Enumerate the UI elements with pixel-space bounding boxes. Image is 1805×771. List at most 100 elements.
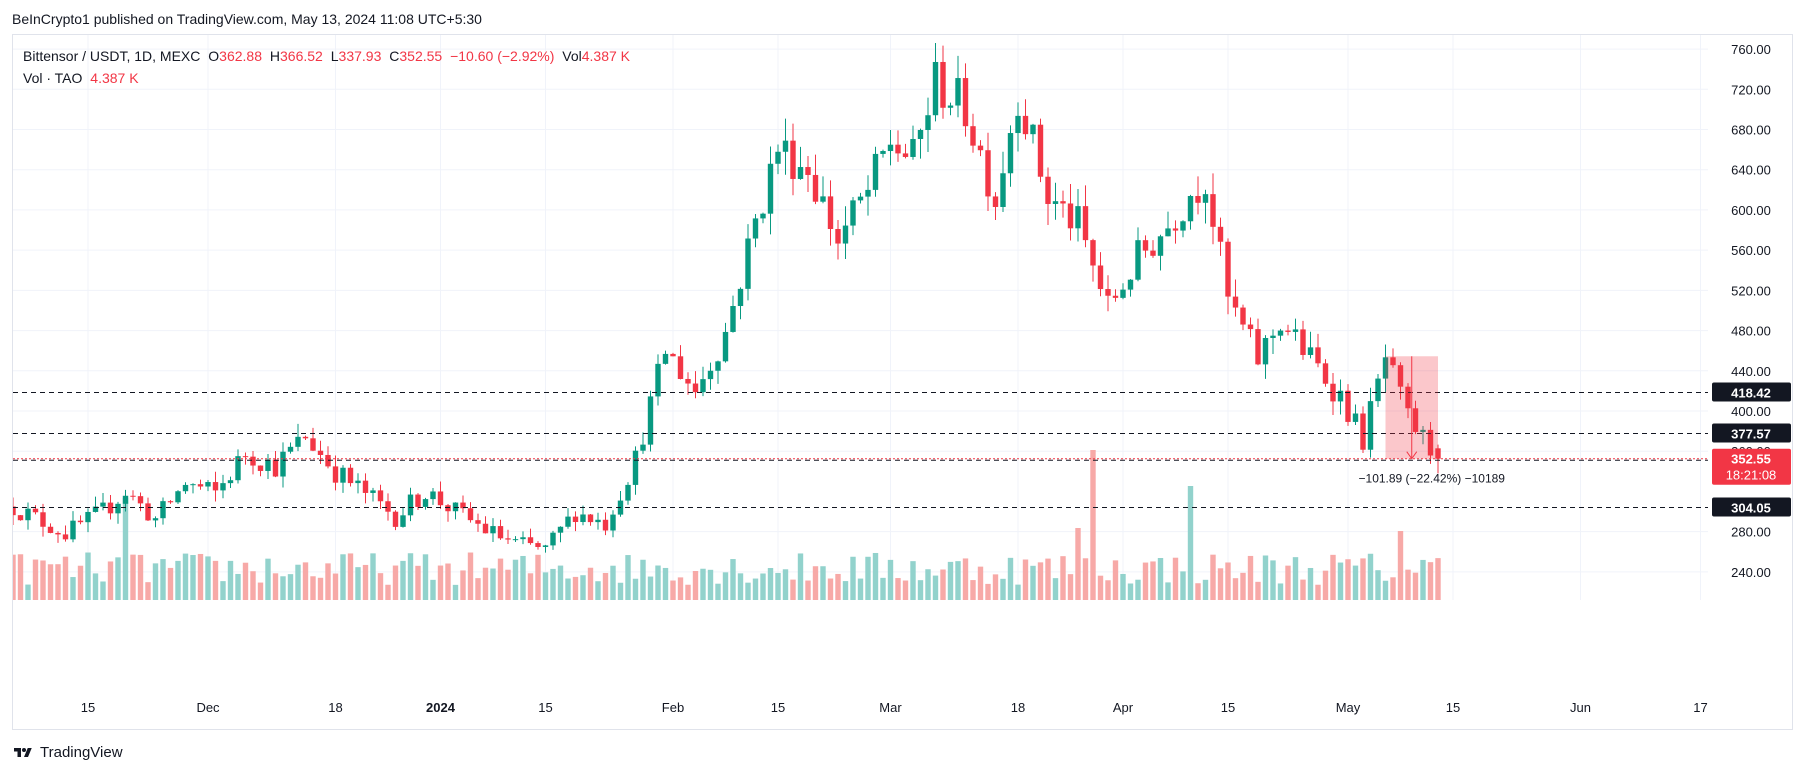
volume-bar	[1412, 572, 1419, 600]
volume-bar	[280, 576, 286, 600]
candle-body	[40, 512, 46, 527]
candle-body	[1240, 307, 1246, 325]
volume-bar	[1435, 558, 1441, 600]
candle-body	[805, 167, 811, 175]
candle-body	[122, 495, 129, 504]
publisher-line: BeInCrypto1 published on TradingView.com…	[12, 11, 482, 27]
y-tick-label: 520.00	[1731, 283, 1771, 298]
level-price-tag: 418.42	[1712, 382, 1791, 402]
level-price-tag-text: 377.57	[1731, 427, 1771, 442]
volume-bar	[595, 581, 601, 600]
volume-bar	[812, 566, 819, 600]
volume-bar	[677, 577, 684, 600]
candle-body	[160, 501, 166, 519]
candle-body	[1195, 195, 1201, 203]
volume-bar	[632, 578, 639, 600]
candle-body	[632, 450, 639, 485]
candle-body	[130, 495, 136, 497]
volume-bar	[760, 573, 766, 600]
volume-bar	[377, 573, 384, 600]
candle-body	[1292, 329, 1299, 332]
level-price-tag-bg	[1712, 423, 1791, 443]
candle-body	[62, 534, 69, 540]
volume-bar	[1345, 559, 1351, 600]
volume-bar	[13, 554, 16, 600]
volume-bar	[1397, 531, 1404, 600]
volume-bar	[197, 553, 204, 600]
candle-body	[1300, 329, 1306, 355]
candle-body	[32, 508, 39, 513]
candle-body	[17, 515, 24, 521]
candle-body	[257, 465, 264, 471]
candle-body	[55, 532, 61, 535]
volume-bar	[272, 573, 279, 600]
volume-bar	[1337, 562, 1344, 600]
volume-bar	[340, 554, 346, 600]
volume-bar	[92, 573, 99, 600]
candle-body	[475, 520, 481, 524]
candle-body	[512, 539, 519, 541]
volume-bar	[362, 564, 369, 600]
volume-bar	[797, 553, 804, 600]
volume-bar	[887, 559, 894, 600]
candle-body	[430, 491, 436, 500]
candle-body	[392, 511, 399, 527]
volume-bar	[1195, 583, 1201, 600]
volume-bar	[407, 553, 414, 600]
volume-bar	[1112, 560, 1119, 600]
volume-bar	[452, 584, 459, 600]
chart-legend: Bittensor / USDT, 1D, MEXC O362.88 H366.…	[23, 45, 634, 89]
volume-bar	[445, 563, 451, 600]
volume-bar	[902, 580, 909, 600]
volume-bar	[1067, 574, 1074, 600]
y-tick-label: 560.00	[1731, 243, 1771, 258]
candle-body	[460, 502, 466, 509]
volume-bar	[1157, 558, 1164, 600]
x-tick-label: Apr	[1113, 700, 1134, 715]
volume-bar	[535, 554, 541, 600]
candle-body	[265, 459, 271, 471]
candle-body	[887, 144, 894, 152]
volume-bar	[1082, 558, 1089, 600]
candle-body	[445, 505, 451, 512]
volume-bar	[1307, 567, 1314, 600]
volume-bar	[385, 584, 391, 600]
volume-bar	[602, 572, 609, 600]
candle-body	[1262, 337, 1269, 365]
candle-body	[647, 396, 654, 445]
price-chart[interactable]: −101.89 (−22.42%) −10189 760.00 720.00 680.…	[13, 35, 1793, 729]
candle-body	[182, 484, 189, 492]
volume-bar	[707, 569, 714, 600]
volume-bar	[1322, 570, 1329, 600]
volume-bar	[1120, 573, 1126, 600]
volume-bar	[220, 581, 226, 600]
candle-body	[925, 115, 931, 130]
candle-body	[790, 140, 796, 179]
volume-bar	[722, 572, 729, 600]
candle-body	[1187, 195, 1194, 222]
candle-body	[550, 532, 556, 546]
volume-bar	[490, 568, 496, 600]
candle-body	[332, 466, 339, 483]
volume-bar	[55, 564, 61, 600]
y-tick-label: 280.00	[1731, 525, 1771, 540]
candle-body	[107, 502, 114, 514]
volume-bar	[647, 576, 654, 600]
candle-body	[370, 490, 376, 493]
volume-bar	[572, 576, 579, 600]
candle-body	[205, 482, 211, 487]
volume-bar	[302, 562, 309, 600]
legend-ohlc-row: Bittensor / USDT, 1D, MEXC O362.88 H366.…	[23, 45, 634, 67]
candle-body	[827, 196, 834, 230]
candle-body	[1165, 228, 1171, 237]
candle-body	[1075, 206, 1081, 229]
volume-bar	[512, 559, 519, 600]
candle-body	[932, 61, 939, 116]
x-tick-label: Feb	[662, 700, 684, 715]
volume-bar	[670, 580, 676, 600]
volume-bar	[1165, 582, 1171, 600]
candle-body	[880, 151, 886, 154]
volume-bar	[550, 568, 556, 600]
volume-bar	[580, 575, 586, 600]
candle-body	[812, 174, 819, 202]
